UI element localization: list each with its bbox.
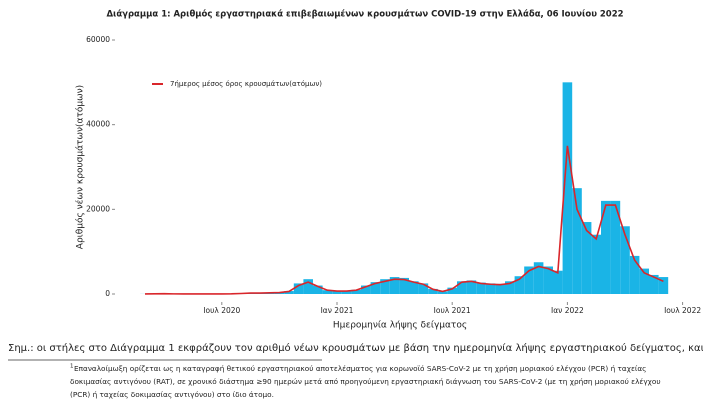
- bar: [370, 282, 381, 294]
- bar: [591, 234, 601, 294]
- bar: [457, 281, 467, 294]
- bar: [629, 255, 640, 294]
- x-axis-label: Ημερομηνία λήψης δείγματος: [333, 321, 467, 331]
- note: Σημ.: οι στήλες στο Διάγραμμα 1 εκφράζου…: [8, 342, 703, 354]
- bar: [610, 200, 621, 294]
- bar: [399, 277, 409, 294]
- y-tick-label: 60000: [86, 35, 110, 44]
- y-tick-label: 0: [105, 289, 110, 298]
- bar: [562, 82, 573, 294]
- bar: [639, 268, 649, 294]
- bar: [447, 287, 457, 294]
- footnote-line: Επαναλοίμωξη ορίζεται ως η καταγραφή θετ…: [74, 364, 646, 373]
- bar: [322, 290, 333, 294]
- bar: [601, 200, 611, 294]
- bar: [572, 188, 582, 294]
- bar: [514, 276, 525, 294]
- bar: [332, 291, 342, 294]
- bar: [620, 226, 630, 294]
- bar: [380, 279, 390, 294]
- bar: [428, 288, 438, 294]
- x-tick-label: Ιαν 2021: [321, 306, 354, 315]
- bar: [485, 283, 496, 294]
- bar: [495, 283, 505, 294]
- bar: [303, 279, 313, 294]
- x-tick-label: Ιαν 2022: [551, 306, 584, 315]
- legend-label: 7ήμερος μέσος όρος κρουσμάτων(ατόμων): [170, 80, 322, 88]
- x-tick-label: Ιουλ 2021: [434, 306, 471, 315]
- y-tick-label: 40000: [86, 120, 110, 129]
- bar: [418, 283, 429, 294]
- bar: [284, 291, 294, 294]
- bar: [409, 281, 419, 294]
- bar: [313, 285, 323, 294]
- bar: [649, 274, 659, 294]
- bar: [389, 277, 400, 294]
- footnote-line: (PCR) ή ταχείας δοκιμασίας αντιγόνου) στ…: [70, 390, 274, 399]
- bar: [581, 222, 592, 294]
- bar: [524, 266, 534, 294]
- bar: [543, 266, 553, 294]
- y-axis-label: Αριθμός νέων κρουσμάτων(ατόμων): [75, 85, 86, 249]
- footnote-line: δοκιμασίας αντιγόνου (RAT), σε χρονικό δ…: [70, 377, 661, 386]
- bar: [658, 277, 669, 294]
- avg-line: [144, 145, 664, 295]
- bar: [476, 282, 486, 294]
- bar: [437, 291, 448, 294]
- bar: [361, 285, 371, 294]
- x-tick-label: Ιουλ 2020: [203, 306, 240, 315]
- bar: [293, 283, 304, 294]
- y-tick-label: 20000: [86, 204, 110, 213]
- bar: [505, 281, 515, 294]
- bar: [553, 270, 563, 294]
- x-tick-label: Ιουλ 2022: [664, 306, 701, 315]
- bar: [533, 262, 544, 294]
- footnote-marker: 1: [70, 364, 74, 370]
- bar: [466, 280, 477, 294]
- bar: [341, 290, 352, 294]
- chart-title: Διάγραμμα 1: Αριθμός εργαστηριακά επιβεβ…: [106, 9, 623, 20]
- bar: [351, 289, 361, 294]
